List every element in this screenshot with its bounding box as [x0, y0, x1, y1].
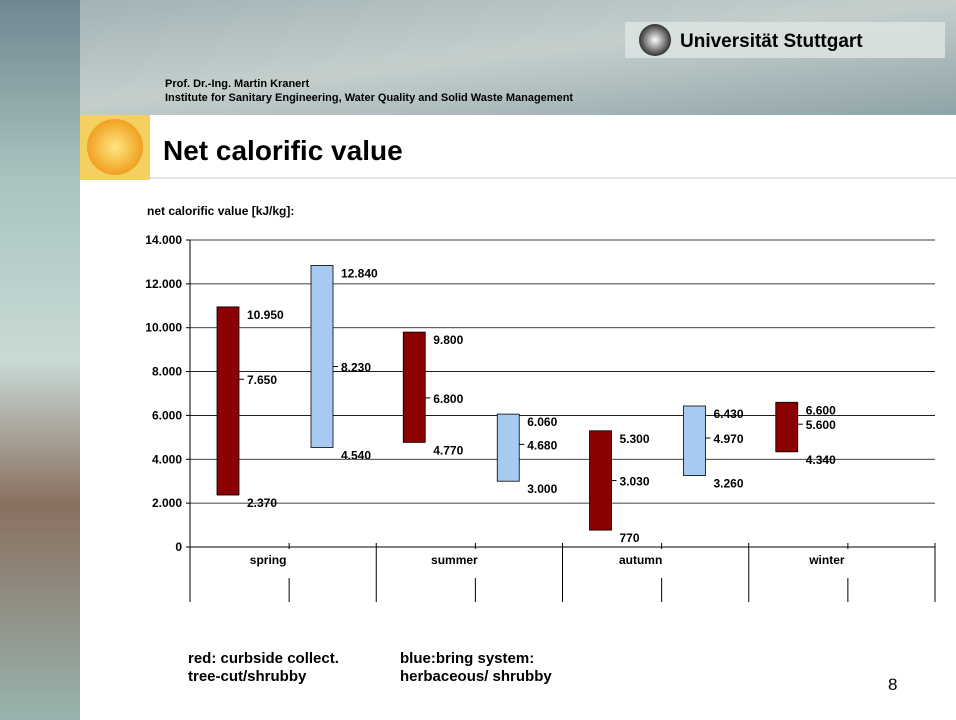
- max-label: 10.950: [247, 308, 284, 322]
- max-label: 12.840: [341, 266, 378, 280]
- side-image: [0, 0, 80, 720]
- chart-title: Net calorific value: [163, 135, 403, 166]
- y-tick-label: 4.000: [152, 452, 182, 466]
- y-tick-label: 2.000: [152, 496, 182, 510]
- legend-entry: red: curbside collect.: [188, 650, 339, 667]
- min-label: 4.540: [341, 448, 371, 462]
- min-label: 2.370: [247, 496, 277, 510]
- author: Prof. Dr.-Ing. Martin Kranert: [165, 78, 310, 90]
- legend-entry: herbaceous/ shrubby: [400, 668, 552, 685]
- institute: Institute for Sanitary Engineering, Wate…: [165, 92, 573, 104]
- mean-label: 4.680: [527, 438, 557, 452]
- y-tick-label: 14.000: [145, 233, 182, 247]
- range-bar: [683, 405, 706, 476]
- legend-entry: tree-cut/shrubby: [188, 668, 307, 685]
- range-bar: [402, 331, 426, 443]
- range-bar: [216, 306, 240, 496]
- uni-logo: [639, 24, 671, 56]
- legend-entry: blue:bring system:: [400, 650, 534, 667]
- y-tick-label: 8.000: [152, 365, 182, 379]
- range-bar: [310, 265, 334, 448]
- mean-label: 4.970: [714, 432, 744, 446]
- max-label: 5.300: [620, 432, 650, 446]
- y-tick-label: 12.000: [145, 277, 182, 291]
- university: Universität Stuttgart: [680, 31, 863, 52]
- x-tick-label: spring: [250, 553, 287, 567]
- max-label: 6.600: [806, 403, 836, 417]
- x-tick-label: autumn: [619, 553, 662, 567]
- y-axis-label: net calorific value [kJ/kg]:: [147, 204, 294, 218]
- min-label: 4.770: [433, 443, 463, 457]
- min-label: 3.260: [714, 477, 744, 491]
- min-label: 770: [620, 531, 640, 545]
- x-tick-label: winter: [808, 553, 845, 567]
- min-label: 4.340: [806, 453, 836, 467]
- page-number: 8: [888, 675, 897, 694]
- range-bar: [775, 401, 799, 453]
- range-bar: [589, 430, 612, 531]
- max-label: 6.060: [527, 415, 557, 429]
- max-label: 9.800: [433, 333, 463, 347]
- range-bar: [496, 413, 520, 482]
- mean-label: 7.650: [247, 373, 277, 387]
- y-tick-label: 0: [175, 540, 182, 554]
- mean-label: 6.800: [433, 392, 463, 406]
- mean-label: 8.230: [341, 361, 371, 375]
- uni-box: [625, 22, 945, 58]
- y-tick-label: 10.000: [145, 321, 182, 335]
- logo-sun: [87, 119, 143, 175]
- y-tick-label: 6.000: [152, 408, 182, 422]
- mean-label: 3.030: [620, 475, 650, 489]
- x-tick-label: summer: [431, 553, 478, 567]
- mean-label: 5.600: [806, 418, 836, 432]
- min-label: 3.000: [527, 482, 557, 496]
- max-label: 6.430: [714, 407, 744, 421]
